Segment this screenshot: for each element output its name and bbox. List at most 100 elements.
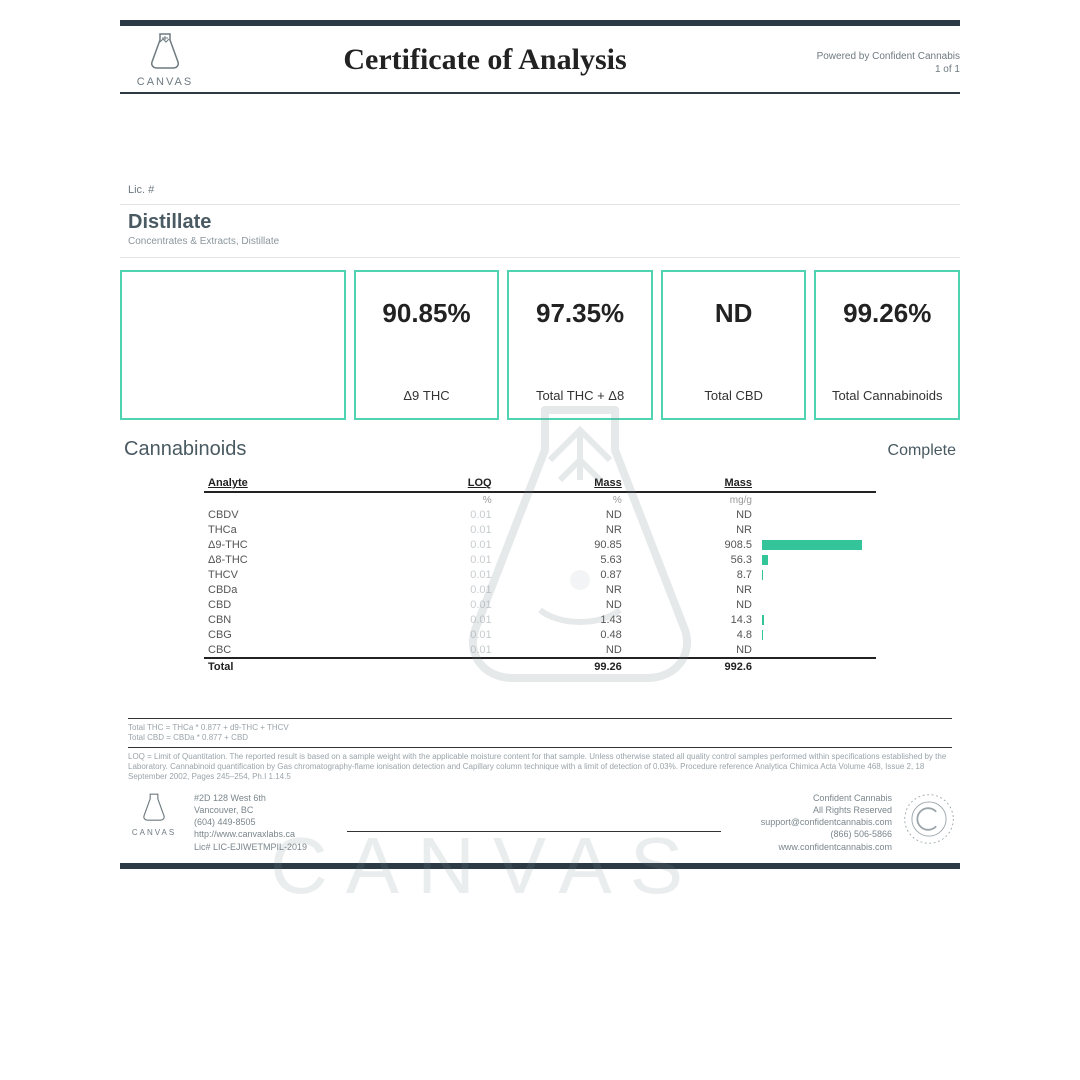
cell-mass-mg: NR xyxy=(626,582,756,597)
cell-mass-mg: 4.8 xyxy=(626,627,756,642)
brand-logo-block: CANVAS xyxy=(120,32,210,88)
footer-brand: CANVAS xyxy=(124,828,184,837)
signature-line xyxy=(347,831,721,832)
disclaimer-text: LOQ = Limit of Quantitation. The reporte… xyxy=(128,752,952,782)
table-units-row: % % mg/g xyxy=(204,492,876,507)
cell-analyte: Δ8-THC xyxy=(204,552,379,567)
table-row: Δ9-THC0.0190.85908.5 xyxy=(204,537,876,552)
cell-bar xyxy=(756,627,876,642)
cc-email: support@confidentcannabis.com xyxy=(761,816,892,828)
summary-metrics: 90.85% Δ9 THC 97.35% Total THC + Δ8 ND T… xyxy=(120,270,960,420)
cannabinoids-header: Cannabinoids Complete xyxy=(120,438,960,461)
table-row: CBG0.010.484.8 xyxy=(204,627,876,642)
cell-bar xyxy=(756,612,876,627)
metric-label: Total CBD xyxy=(704,388,763,404)
section-title: Cannabinoids xyxy=(124,438,246,461)
flask-logo-icon xyxy=(141,792,167,824)
cell-loq: 0.01 xyxy=(379,507,496,522)
flask-logo-icon xyxy=(148,32,182,72)
metric-value: 90.85% xyxy=(382,298,470,329)
table-row: Δ8-THC0.015.6356.3 xyxy=(204,552,876,567)
page-count: 1 of 1 xyxy=(760,63,960,76)
cc-phone: (866) 506-5866 xyxy=(761,828,892,840)
cell-loq: 0.01 xyxy=(379,612,496,627)
lab-lic: Lic# LIC-EJIWETMPIL-2019 xyxy=(194,841,307,853)
powered-by-text: Powered by Confident Cannabis xyxy=(760,50,960,63)
cell-mass-mg: ND xyxy=(626,642,756,658)
col-analyte: Analyte xyxy=(204,475,379,492)
sample-name: Distillate xyxy=(128,211,952,234)
header-rule xyxy=(120,92,960,94)
footer: CANVAS #2D 128 West 6th Vancouver, BC (6… xyxy=(120,792,960,853)
cell-mass-mg: ND xyxy=(626,597,756,612)
metric-value: ND xyxy=(715,298,753,329)
brand-name: CANVAS xyxy=(120,76,210,88)
cell-mass-mg: ND xyxy=(626,507,756,522)
cell-mass-pct: 90.85 xyxy=(496,537,626,552)
cannabinoids-table: Analyte LOQ Mass Mass % % mg/g CBDV0.01N… xyxy=(204,475,876,674)
cell-mass-mg: NR xyxy=(626,522,756,537)
metric-label: Total Cannabinoids xyxy=(832,388,943,404)
cell-bar xyxy=(756,567,876,582)
cell-bar xyxy=(756,582,876,597)
table-row: CBDV0.01NDND xyxy=(204,507,876,522)
metric-box-d9thc: 90.85% Δ9 THC xyxy=(354,270,500,420)
table-row: CBD0.01NDND xyxy=(204,597,876,612)
cell-mass-pct: ND xyxy=(496,597,626,612)
section-status: Complete xyxy=(888,442,956,460)
cell-loq: 0.01 xyxy=(379,582,496,597)
cell-analyte: CBC xyxy=(204,642,379,658)
cell-mass-pct: ND xyxy=(496,642,626,658)
cc-rights: All Rights Reserved xyxy=(761,804,892,816)
license-label: Lic. # xyxy=(128,184,960,196)
formula-cbd: Total CBD = CBDa * 0.877 + CBD xyxy=(128,733,952,743)
footer-logo: CANVAS xyxy=(124,792,184,837)
certificate-page: CANVAS Certificate of Analysis Powered b… xyxy=(120,20,960,1060)
table-total-row: Total99.26992.6 xyxy=(204,658,876,674)
cell-loq: 0.01 xyxy=(379,627,496,642)
cell-analyte: CBG xyxy=(204,627,379,642)
metric-value: 97.35% xyxy=(536,298,624,329)
cell-analyte: CBN xyxy=(204,612,379,627)
metric-label: Δ9 THC xyxy=(403,388,449,404)
col-mass-mg: Mass xyxy=(626,475,756,492)
table-row: THCV0.010.878.7 xyxy=(204,567,876,582)
table-row: CBN0.011.4314.3 xyxy=(204,612,876,627)
seal-icon xyxy=(902,792,956,846)
cell-mass-pct: NR xyxy=(496,582,626,597)
cell-bar xyxy=(756,522,876,537)
sample-subtitle: Concentrates & Extracts, Distillate xyxy=(128,236,952,247)
cell-mass-pct: 5.63 xyxy=(496,552,626,567)
sample-block: Distillate Concentrates & Extracts, Dist… xyxy=(120,204,960,258)
cell-loq: 0.01 xyxy=(379,642,496,658)
cell-bar xyxy=(756,537,876,552)
cell-loq: 0.01 xyxy=(379,552,496,567)
lab-phone: (604) 449-8505 xyxy=(194,816,307,828)
cell-mass-pct: 0.87 xyxy=(496,567,626,582)
cell-bar xyxy=(756,597,876,612)
table-row: CBDa0.01NRNR xyxy=(204,582,876,597)
table-row: CBC0.01NDND xyxy=(204,642,876,658)
cell-mass-pct: 0.48 xyxy=(496,627,626,642)
metric-box-0 xyxy=(120,270,346,420)
col-mass-pct: Mass xyxy=(496,475,626,492)
cc-contact: Confident Cannabis All Rights Reserved s… xyxy=(761,792,892,853)
cell-analyte: Δ9-THC xyxy=(204,537,379,552)
metric-box-total-cannabinoids: 99.26% Total Cannabinoids xyxy=(814,270,960,420)
cell-mass-mg: 8.7 xyxy=(626,567,756,582)
cell-analyte: CBDa xyxy=(204,582,379,597)
title-block: Certificate of Analysis xyxy=(210,43,760,77)
cell-loq: 0.01 xyxy=(379,522,496,537)
metric-box-total-thc: 97.35% Total THC + Δ8 xyxy=(507,270,653,420)
cell-analyte: CBD xyxy=(204,597,379,612)
lab-addr1: #2D 128 West 6th xyxy=(194,792,307,804)
cell-loq: 0.01 xyxy=(379,567,496,582)
cc-name: Confident Cannabis xyxy=(761,792,892,804)
cell-analyte: CBDV xyxy=(204,507,379,522)
lab-addr2: Vancouver, BC xyxy=(194,804,307,816)
cell-loq: 0.01 xyxy=(379,597,496,612)
table-body: % % mg/g CBDV0.01NDNDTHCa0.01NRNRΔ9-THC0… xyxy=(204,492,876,674)
col-bar xyxy=(756,475,876,492)
cell-mass-mg: 56.3 xyxy=(626,552,756,567)
powered-by-block: Powered by Confident Cannabis 1 of 1 xyxy=(760,44,960,76)
